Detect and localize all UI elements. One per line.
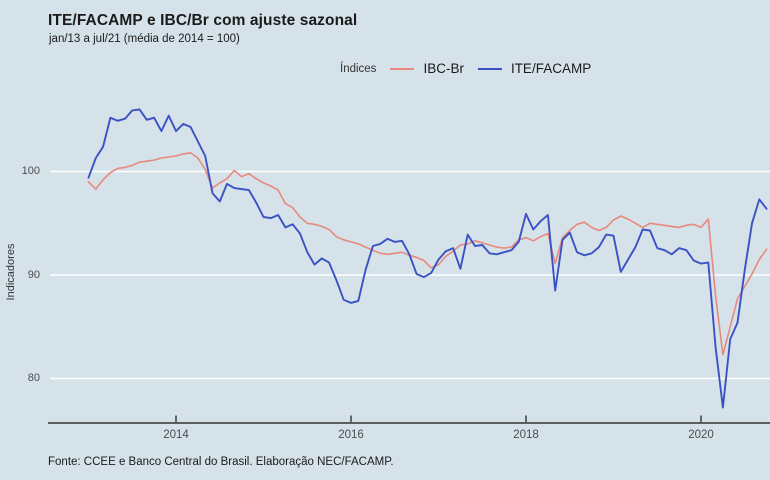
gridlines (50, 170, 770, 380)
legend-item-ite-facamp: ITE/FACAMP (477, 61, 592, 76)
ite-facamp-line-swatch-icon (477, 67, 502, 70)
ibc-br-line (87, 152, 768, 356)
legend: Índices IBC-Br ITE/FACAMP (340, 61, 591, 76)
legend-label-ite-facamp: ITE/FACAMP (510, 61, 592, 76)
legend-item-ibc-br: IBC-Br (390, 61, 464, 76)
legend-label-ibc-br: IBC-Br (423, 61, 464, 76)
x-tick-label-2020: 2020 (688, 429, 714, 441)
y-tick-label-100: 100 (21, 165, 40, 177)
chart-subtitle: jan/13 a jul/21 (média de 2014 = 100) (49, 33, 240, 45)
y-tick-label-80: 80 (27, 372, 40, 384)
y-tick-label-90: 90 (27, 268, 40, 281)
legend-title: Índices (340, 62, 377, 75)
x-tick-label-2014: 2014 (163, 429, 189, 441)
chart-title: ITE/FACAMP e IBC/Br com ajuste sazonal (48, 12, 358, 29)
x-tick-label-2016: 2016 (338, 429, 364, 441)
x-tick-label-2018: 2018 (513, 429, 539, 441)
source-note: Fonte: CCEE e Banco Central do Brasil. E… (48, 456, 394, 468)
ibc-br-line-swatch-icon (390, 67, 415, 70)
x-tick-marks (175, 415, 702, 422)
ite-facamp-line (87, 108, 768, 409)
